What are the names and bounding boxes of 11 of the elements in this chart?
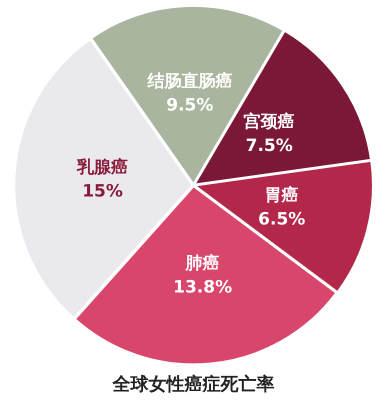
slice-label: 胃癌 [264,185,299,206]
data-label: 13.8% [173,277,232,298]
slice-label: 结肠直肠癌 [146,72,232,92]
slice-label: 宫颈癌 [244,112,295,132]
slice-label: 肺癌 [184,253,220,274]
text: 全球女性癌症死亡率 [112,374,274,395]
data-label: 7.5% [246,136,293,156]
data-label: 9.5% [166,96,214,116]
data-label: 15% [82,181,123,202]
slice-label: 乳腺癌 [76,157,128,178]
data-label: 6.5% [258,209,306,230]
